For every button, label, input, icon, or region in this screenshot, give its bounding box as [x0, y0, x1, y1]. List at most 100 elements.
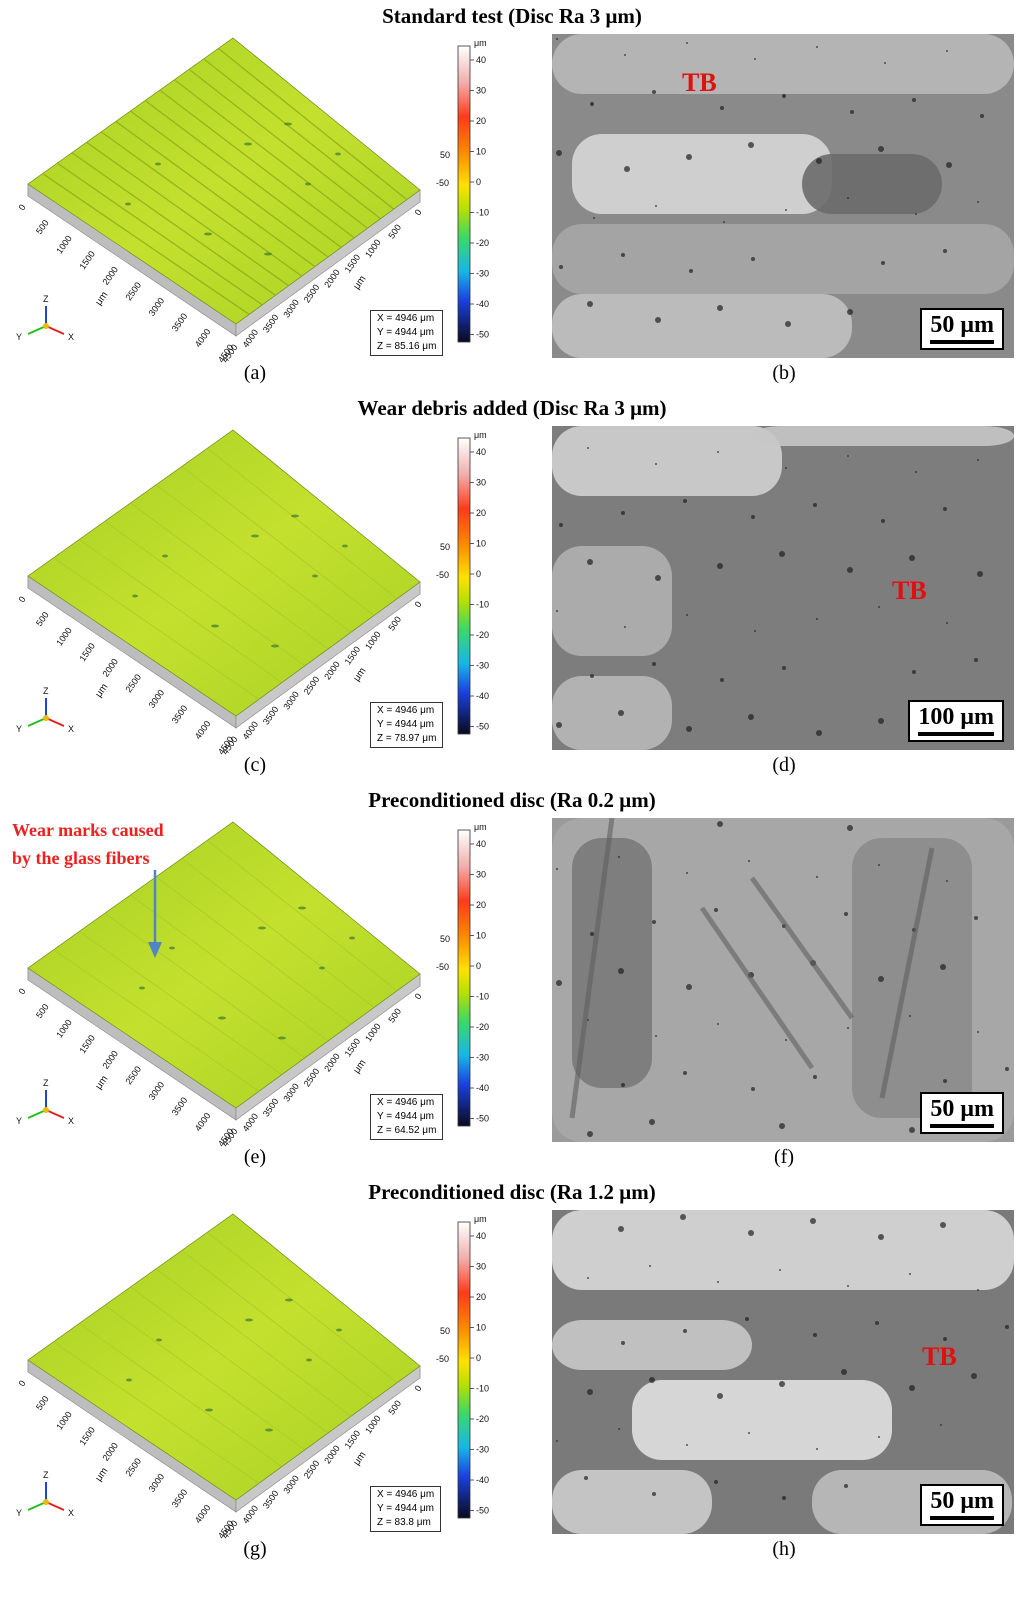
dimension-z: Z = 78.97 μm — [377, 733, 437, 744]
colorbar-unit: μm — [474, 1214, 487, 1224]
x-axis-tick: 500 — [34, 218, 51, 236]
colorbar-tick: -10 — [476, 1384, 489, 1394]
colorbar-tick: -30 — [476, 269, 489, 279]
y-axis-unit: μm — [351, 666, 368, 684]
dimension-z: Z = 85.16 μm — [377, 341, 437, 352]
scale-bar: 50 μm — [920, 308, 1004, 350]
x-axis-tick: 0 — [17, 594, 28, 604]
colorbar-tick: 20 — [476, 508, 486, 518]
colorbar-tick: -50 — [476, 722, 489, 732]
x-axis-tick: 1000 — [54, 1018, 74, 1040]
sem-micrograph: 50 μm — [552, 818, 1014, 1142]
figure-row: Standard test (Disc Ra 3 μm) 0 500 1000 1500… — [0, 0, 1024, 392]
figure-row: Preconditioned disc (Ra 1.2 μm) 0 500 1000 1… — [0, 1176, 1024, 1568]
y-axis-tick: 0 — [413, 207, 424, 217]
y-axis-unit: μm — [351, 274, 368, 292]
colorbar-tick: 30 — [476, 478, 486, 488]
x-axis-tick: 500 — [34, 610, 51, 628]
colorbar-tick: 0 — [476, 961, 481, 971]
surface-3d-svg: 0500100015002000250030003500400045004500… — [16, 1213, 489, 1541]
colorbar-tick: 40 — [476, 1231, 486, 1241]
surface-3d-plot: 0 500 1000 1500 2000 2500 3000 3500 4000 4500 4500… — [8, 1210, 528, 1550]
colorbar — [457, 1221, 471, 1519]
svg-text:X: X — [68, 724, 74, 734]
svg-text:Y: Y — [16, 332, 22, 342]
sem-image — [552, 818, 1014, 1142]
axis-triad-icon: Z Y X — [16, 294, 74, 342]
x-axis-tick: 3000 — [147, 688, 167, 710]
x-axis-tick: 4000 — [193, 1503, 213, 1525]
surface-3d-svg: 0500100015002000250030003500400045004500… — [16, 821, 489, 1149]
y-axis-tick: 0 — [413, 1383, 424, 1393]
svg-text:X: X — [68, 1116, 74, 1126]
x-axis-tick: 2000 — [100, 1049, 120, 1071]
colorbar — [457, 45, 471, 343]
colorbar-unit: μm — [474, 430, 487, 440]
x-axis-tick: 2000 — [100, 657, 120, 679]
colorbar-tick: -20 — [476, 630, 489, 640]
axis-triad-icon: Z Y X — [16, 1470, 74, 1518]
svg-text:X: X — [68, 1508, 74, 1518]
x-axis-tick: 2500 — [124, 280, 144, 302]
row-title: Standard test (Disc Ra 3 μm) — [382, 4, 642, 28]
y-axis-tick: 0 — [413, 599, 424, 609]
scale-bar-line — [930, 1124, 994, 1128]
dimension-info-box: X = 4946 μm Y = 4944 μm Z = 83.8 μm — [370, 1486, 442, 1532]
colorbar-tick: -20 — [476, 1022, 489, 1032]
scale-bar-label: 50 μm — [930, 312, 994, 338]
scale-bar-line — [918, 732, 994, 736]
tribolayer-label: TB — [682, 68, 717, 97]
scale-bar: 100 μm — [908, 700, 1004, 742]
colorbar-tick: -50 — [476, 330, 489, 340]
colorbar-tick: 30 — [476, 870, 486, 880]
dimension-y: Y = 4944 μm — [377, 1503, 435, 1514]
panel-caption-left: (g) — [243, 1538, 267, 1560]
scale-bar-line — [930, 1516, 994, 1520]
x-axis-tick: 2500 — [124, 1064, 144, 1086]
z-axis-top-label: 50 — [440, 1326, 450, 1336]
y-axis-tick: 0 — [413, 991, 424, 1001]
row-title: Wear debris added (Disc Ra 3 μm) — [357, 396, 667, 420]
z-axis-bottom-label: -50 — [436, 178, 449, 188]
colorbar-tick: -30 — [476, 1445, 489, 1455]
y-axis-unit: μm — [351, 1058, 368, 1076]
sem-image — [552, 426, 1014, 750]
x-axis-tick: 3500 — [170, 1487, 190, 1509]
colorbar-tick: -50 — [476, 1506, 489, 1516]
scale-bar-line — [930, 340, 994, 344]
colorbar-tick: 40 — [476, 55, 486, 65]
colorbar-tick: 20 — [476, 900, 486, 910]
x-axis-tick: 1500 — [77, 641, 97, 663]
x-axis-tick: 1500 — [77, 249, 97, 271]
svg-text:Z: Z — [43, 294, 49, 304]
z-axis-bottom-label: -50 — [436, 962, 449, 972]
svg-text:Y: Y — [16, 1508, 22, 1518]
surface-3d-plot: 0 500 1000 1500 2000 2500 3000 3500 4000 4500 4500… — [8, 426, 528, 766]
scale-bar-label: 50 μm — [930, 1096, 994, 1122]
colorbar-tick: 10 — [476, 147, 486, 157]
x-axis-tick: 2000 — [100, 1441, 120, 1463]
y-axis-unit: μm — [351, 1450, 368, 1468]
x-axis-tick: 4000 — [193, 1111, 213, 1133]
x-axis-tick: 2000 — [100, 265, 120, 287]
x-axis-unit: μm — [93, 682, 110, 700]
x-axis-tick: 1000 — [54, 234, 74, 256]
x-axis-tick: 3500 — [170, 703, 190, 725]
colorbar-tick: -10 — [476, 208, 489, 218]
colorbar-tick: -40 — [476, 1475, 489, 1485]
colorbar-tick: -30 — [476, 1053, 489, 1063]
dimension-info-box: X = 4946 μm Y = 4944 μm Z = 64.52 μm — [370, 1094, 444, 1140]
y-axis-tick: 500 — [386, 1006, 403, 1024]
svg-text:Z: Z — [43, 1470, 49, 1480]
panel-caption-left: (c) — [243, 754, 267, 776]
dimension-z: Z = 83.8 μm — [377, 1517, 431, 1528]
colorbar — [457, 437, 471, 735]
dimension-x: X = 4946 μm — [377, 1489, 435, 1500]
colorbar-tick: 10 — [476, 1323, 486, 1333]
svg-text:Z: Z — [43, 686, 49, 696]
colorbar-tick: -40 — [476, 1083, 489, 1093]
z-axis-bottom-label: -50 — [436, 1354, 449, 1364]
surface-3d-svg: 0500100015002000250030003500400045004500… — [16, 37, 489, 365]
colorbar-tick: -40 — [476, 299, 489, 309]
annotation-line-1: Wear marks caused — [12, 820, 164, 840]
